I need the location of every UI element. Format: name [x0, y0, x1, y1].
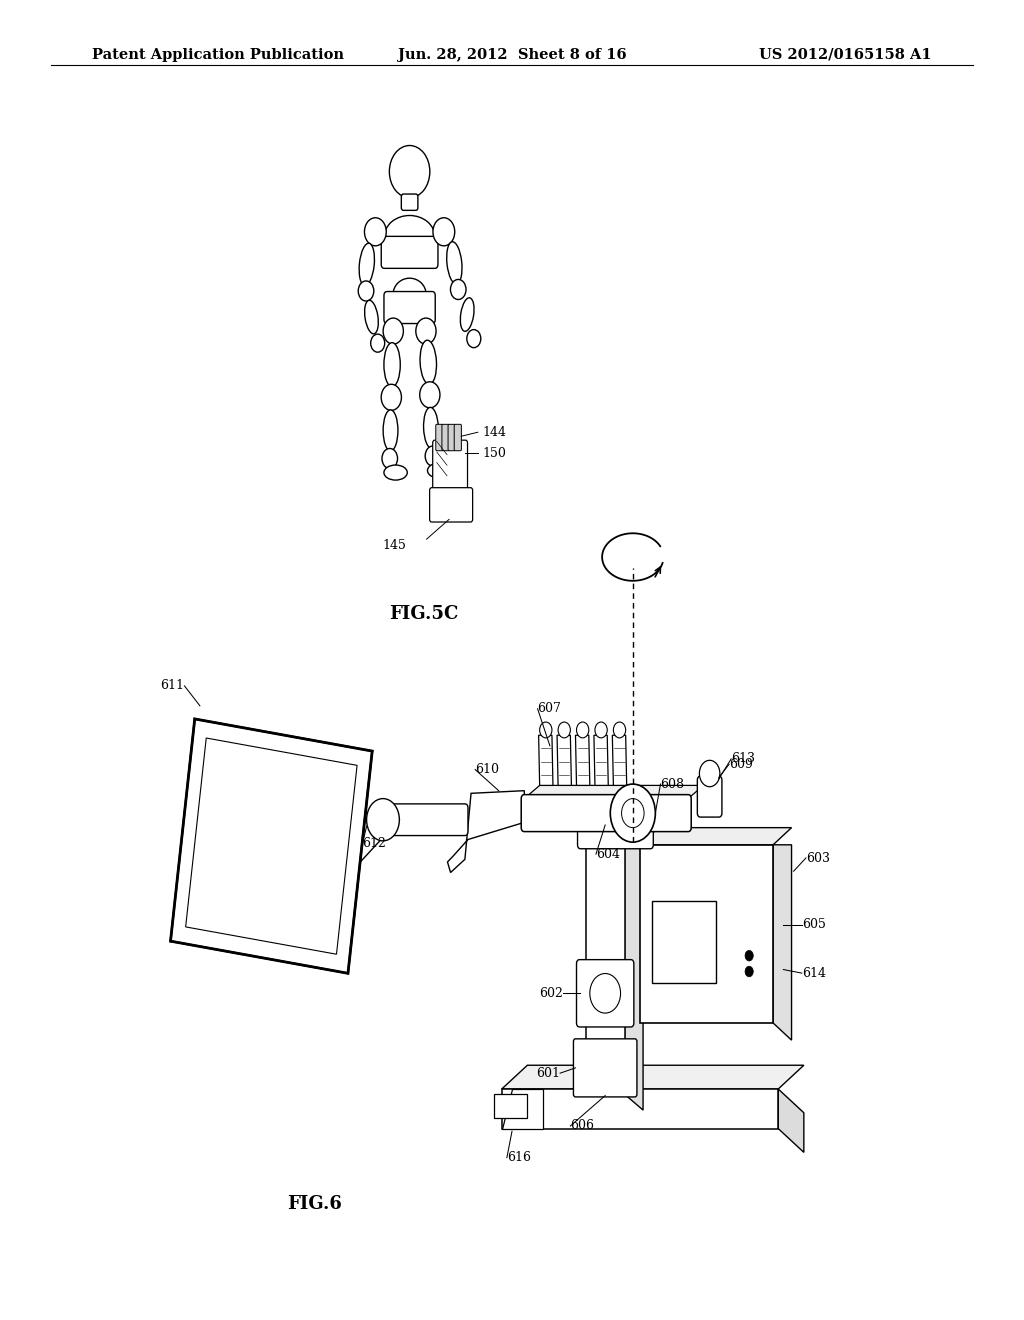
Polygon shape	[625, 838, 643, 1110]
FancyBboxPatch shape	[697, 776, 722, 817]
Circle shape	[425, 446, 440, 466]
Text: 602: 602	[540, 987, 563, 999]
Polygon shape	[494, 1094, 527, 1118]
Polygon shape	[778, 1089, 804, 1152]
FancyBboxPatch shape	[384, 292, 435, 323]
Circle shape	[745, 966, 754, 977]
Polygon shape	[594, 735, 608, 785]
Circle shape	[590, 974, 621, 1014]
Text: 604: 604	[596, 847, 620, 861]
Text: Jun. 28, 2012  Sheet 8 of 16: Jun. 28, 2012 Sheet 8 of 16	[397, 48, 627, 62]
Text: 144: 144	[483, 426, 507, 438]
Text: 612: 612	[362, 837, 386, 850]
Ellipse shape	[384, 343, 400, 387]
Polygon shape	[502, 1065, 804, 1089]
Ellipse shape	[424, 408, 438, 449]
FancyBboxPatch shape	[436, 424, 443, 450]
Ellipse shape	[384, 465, 408, 480]
Polygon shape	[557, 735, 571, 785]
FancyBboxPatch shape	[433, 440, 468, 498]
Ellipse shape	[384, 215, 435, 259]
Ellipse shape	[365, 300, 378, 334]
Circle shape	[371, 334, 385, 352]
Ellipse shape	[359, 243, 375, 285]
FancyBboxPatch shape	[430, 487, 473, 521]
Text: 601: 601	[537, 1067, 560, 1080]
Circle shape	[381, 384, 401, 411]
Ellipse shape	[461, 298, 474, 331]
Text: FIG.6: FIG.6	[287, 1195, 342, 1213]
Text: 613: 613	[731, 752, 755, 766]
Text: Patent Application Publication: Patent Application Publication	[92, 48, 344, 62]
Polygon shape	[524, 785, 703, 799]
Polygon shape	[171, 719, 372, 973]
FancyBboxPatch shape	[380, 804, 468, 836]
Ellipse shape	[383, 409, 398, 451]
Bar	[640, 845, 773, 1023]
Text: FIG.5C: FIG.5C	[389, 605, 459, 623]
Text: 606: 606	[570, 1119, 594, 1133]
Circle shape	[622, 799, 644, 828]
Polygon shape	[539, 735, 553, 785]
Circle shape	[358, 281, 374, 301]
Bar	[502, 1089, 778, 1129]
Text: US 2012/0165158 A1: US 2012/0165158 A1	[759, 48, 932, 62]
Circle shape	[540, 722, 552, 738]
Circle shape	[595, 722, 607, 738]
Text: 616: 616	[507, 1151, 530, 1164]
Circle shape	[467, 330, 481, 347]
Text: 150: 150	[483, 447, 507, 459]
Ellipse shape	[420, 341, 436, 384]
Circle shape	[451, 280, 466, 300]
Circle shape	[745, 950, 754, 961]
FancyBboxPatch shape	[455, 424, 462, 450]
Circle shape	[367, 799, 399, 841]
FancyBboxPatch shape	[449, 424, 456, 450]
Text: 603: 603	[806, 851, 829, 865]
FancyBboxPatch shape	[573, 1039, 637, 1097]
Ellipse shape	[393, 279, 426, 310]
Text: 145: 145	[383, 540, 407, 552]
Circle shape	[699, 760, 720, 787]
Circle shape	[389, 145, 430, 198]
Polygon shape	[612, 735, 627, 785]
Circle shape	[613, 722, 626, 738]
Bar	[586, 838, 625, 1094]
Text: 609: 609	[729, 758, 753, 771]
Ellipse shape	[446, 242, 462, 284]
Circle shape	[416, 318, 436, 345]
Circle shape	[365, 218, 386, 246]
Circle shape	[420, 381, 440, 408]
Circle shape	[382, 449, 397, 469]
Text: 608: 608	[660, 777, 684, 791]
Circle shape	[383, 318, 403, 345]
Bar	[652, 902, 716, 983]
Text: 610: 610	[475, 763, 499, 776]
Text: 607: 607	[538, 702, 561, 715]
Circle shape	[558, 722, 570, 738]
Ellipse shape	[427, 463, 451, 478]
Text: 605: 605	[802, 919, 825, 932]
FancyBboxPatch shape	[578, 817, 653, 849]
FancyBboxPatch shape	[521, 795, 691, 832]
Polygon shape	[575, 735, 590, 785]
Polygon shape	[502, 1089, 543, 1129]
FancyBboxPatch shape	[401, 194, 418, 210]
FancyBboxPatch shape	[442, 424, 450, 450]
Polygon shape	[773, 845, 792, 1040]
Polygon shape	[447, 791, 524, 873]
FancyBboxPatch shape	[577, 960, 634, 1027]
Text: 611: 611	[161, 680, 184, 693]
Circle shape	[610, 784, 655, 842]
Circle shape	[433, 218, 455, 246]
Polygon shape	[640, 828, 792, 845]
FancyBboxPatch shape	[381, 236, 438, 268]
Circle shape	[577, 722, 589, 738]
Polygon shape	[185, 738, 357, 954]
Text: 614: 614	[802, 966, 825, 979]
